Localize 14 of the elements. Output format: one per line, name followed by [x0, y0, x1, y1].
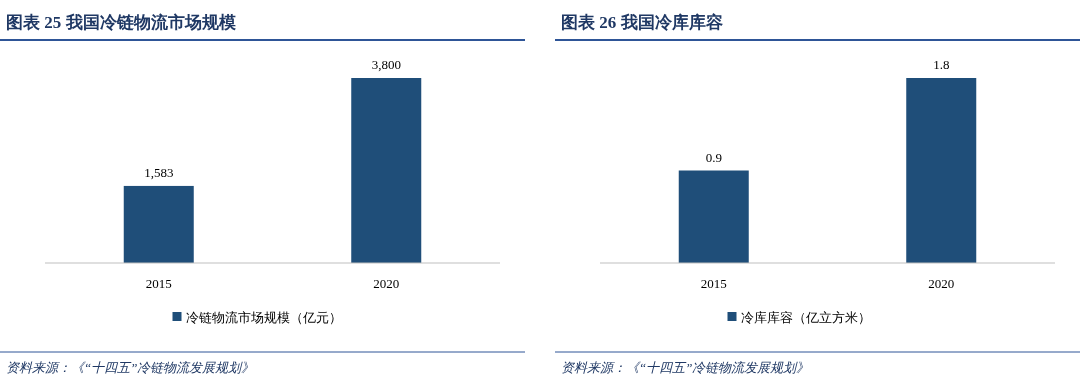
data-label: 0.9 [705, 149, 722, 165]
x-tick-label: 2020 [928, 276, 955, 291]
chart-title: 图表 26 我国冷库库容 [561, 13, 723, 32]
chart-title: 图表 25 我国冷链物流市场规模 [6, 13, 236, 32]
text: 资料来源：《“十四五”冷链物流发展规划》 [6, 360, 255, 375]
x-tick-label: 2020 [373, 276, 400, 291]
legend-label: 冷库库容（亿立方米） [740, 310, 871, 325]
x-tick-label: 2015 [145, 276, 172, 291]
data-label: 3,800 [371, 57, 401, 72]
data-label: 1,583 [144, 164, 174, 180]
legend-label: 冷链物流市场规模（亿元） [185, 310, 342, 325]
data-label: 1.8 [933, 57, 950, 72]
text: 资料来源：《“十四五”冷链物流发展规划》 [561, 360, 810, 375]
x-tick-label: 2015 [700, 276, 727, 291]
